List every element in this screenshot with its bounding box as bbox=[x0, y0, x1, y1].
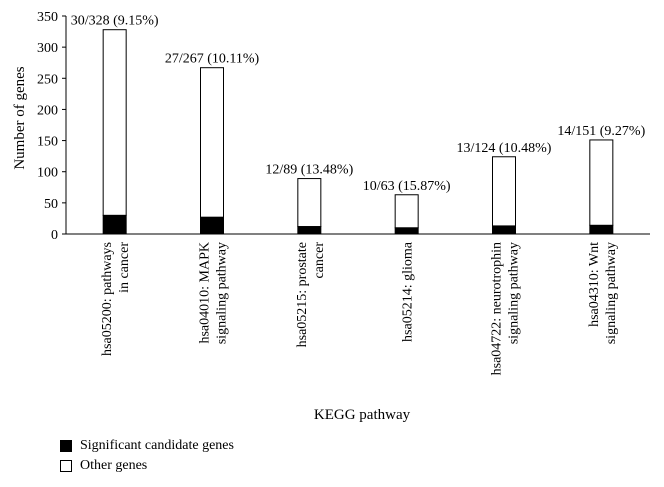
data-label: 12/89 (13.48%) bbox=[265, 163, 353, 178]
x-tick-label-line: signaling pathway bbox=[507, 242, 522, 344]
x-axis-title: KEGG pathway bbox=[314, 407, 411, 423]
legend-swatch-white bbox=[60, 460, 72, 472]
bar-significant bbox=[102, 214, 127, 235]
x-tick-label-line: signaling pathway bbox=[215, 242, 230, 344]
bar-other bbox=[492, 156, 516, 227]
bar-significant bbox=[200, 216, 224, 235]
bar-other bbox=[297, 178, 322, 228]
data-label: 27/267 (10.11%) bbox=[165, 52, 260, 67]
x-tick-label-line: hsa05214: glioma bbox=[401, 241, 416, 342]
bar-significant bbox=[394, 227, 419, 235]
y-tick-label: 200 bbox=[37, 103, 58, 118]
data-label: 13/124 (10.48%) bbox=[457, 141, 552, 156]
legend-item-significant: Significant candidate genes bbox=[60, 438, 234, 454]
x-tick-label-line: signaling pathway bbox=[604, 242, 619, 344]
y-tick-label: 150 bbox=[37, 135, 58, 150]
data-label: 30/328 (9.15%) bbox=[71, 14, 159, 29]
bars bbox=[102, 29, 614, 235]
x-tick-label: hsa04310: Wnt signaling pathway bbox=[587, 242, 619, 344]
legend-label-other: Other genes bbox=[80, 458, 148, 473]
y-tick-label: 250 bbox=[37, 72, 58, 87]
data-labels: 30/328 (9.15%) 27/267 (10.11%) 12/89 (13.4… bbox=[71, 14, 646, 194]
x-tick-label: hsa04722: neurotrophin signaling pathway bbox=[490, 242, 522, 375]
y-tick-label: 350 bbox=[37, 10, 58, 25]
x-tick-label-line: hsa04310: Wnt bbox=[587, 242, 602, 327]
bar-other bbox=[589, 139, 614, 226]
bar-significant bbox=[492, 225, 516, 235]
x-tick-label: hsa05214: glioma bbox=[401, 241, 416, 342]
bar-other bbox=[200, 67, 224, 218]
y-tick-label: 100 bbox=[37, 166, 58, 181]
y-tick-label: 50 bbox=[44, 197, 58, 212]
y-tick-label: 300 bbox=[37, 41, 58, 56]
x-tick-label-line: cancer bbox=[312, 242, 327, 279]
y-axis-title: Number of genes bbox=[12, 66, 28, 169]
x-tick-label-line: hsa04010: MAPK bbox=[198, 242, 213, 344]
legend-swatch-black bbox=[60, 440, 72, 452]
legend-item-other: Other genes bbox=[60, 458, 147, 474]
data-label: 10/63 (15.87%) bbox=[363, 179, 451, 194]
y-axis: 0 50 100 150 200 250 300 350 bbox=[37, 10, 650, 243]
x-tick-label-line: in cancer bbox=[117, 242, 132, 293]
x-tick-label: hsa05215: prostate cancer bbox=[295, 242, 327, 348]
bar-significant bbox=[297, 226, 322, 235]
x-tick-label: hsa05200: pathways in cancer bbox=[100, 242, 132, 356]
x-tick-label-line: hsa05215: prostate bbox=[295, 242, 310, 347]
bar-other bbox=[102, 29, 127, 216]
x-tick-label: hsa04010: MAPK signaling pathway bbox=[198, 242, 230, 344]
x-tick-label-line: hsa04722: neurotrophin bbox=[490, 242, 505, 375]
x-tick-labels: hsa05200: pathways in cancer hsa04010: MAP… bbox=[100, 241, 619, 375]
data-label: 14/151 (9.27%) bbox=[557, 124, 645, 139]
bar-significant bbox=[589, 224, 614, 235]
bar-other bbox=[394, 194, 419, 229]
legend-label-significant: Significant candidate genes bbox=[80, 438, 234, 453]
x-tick-label-line: hsa05200: pathways bbox=[100, 242, 115, 356]
y-tick-label: 0 bbox=[51, 228, 58, 243]
